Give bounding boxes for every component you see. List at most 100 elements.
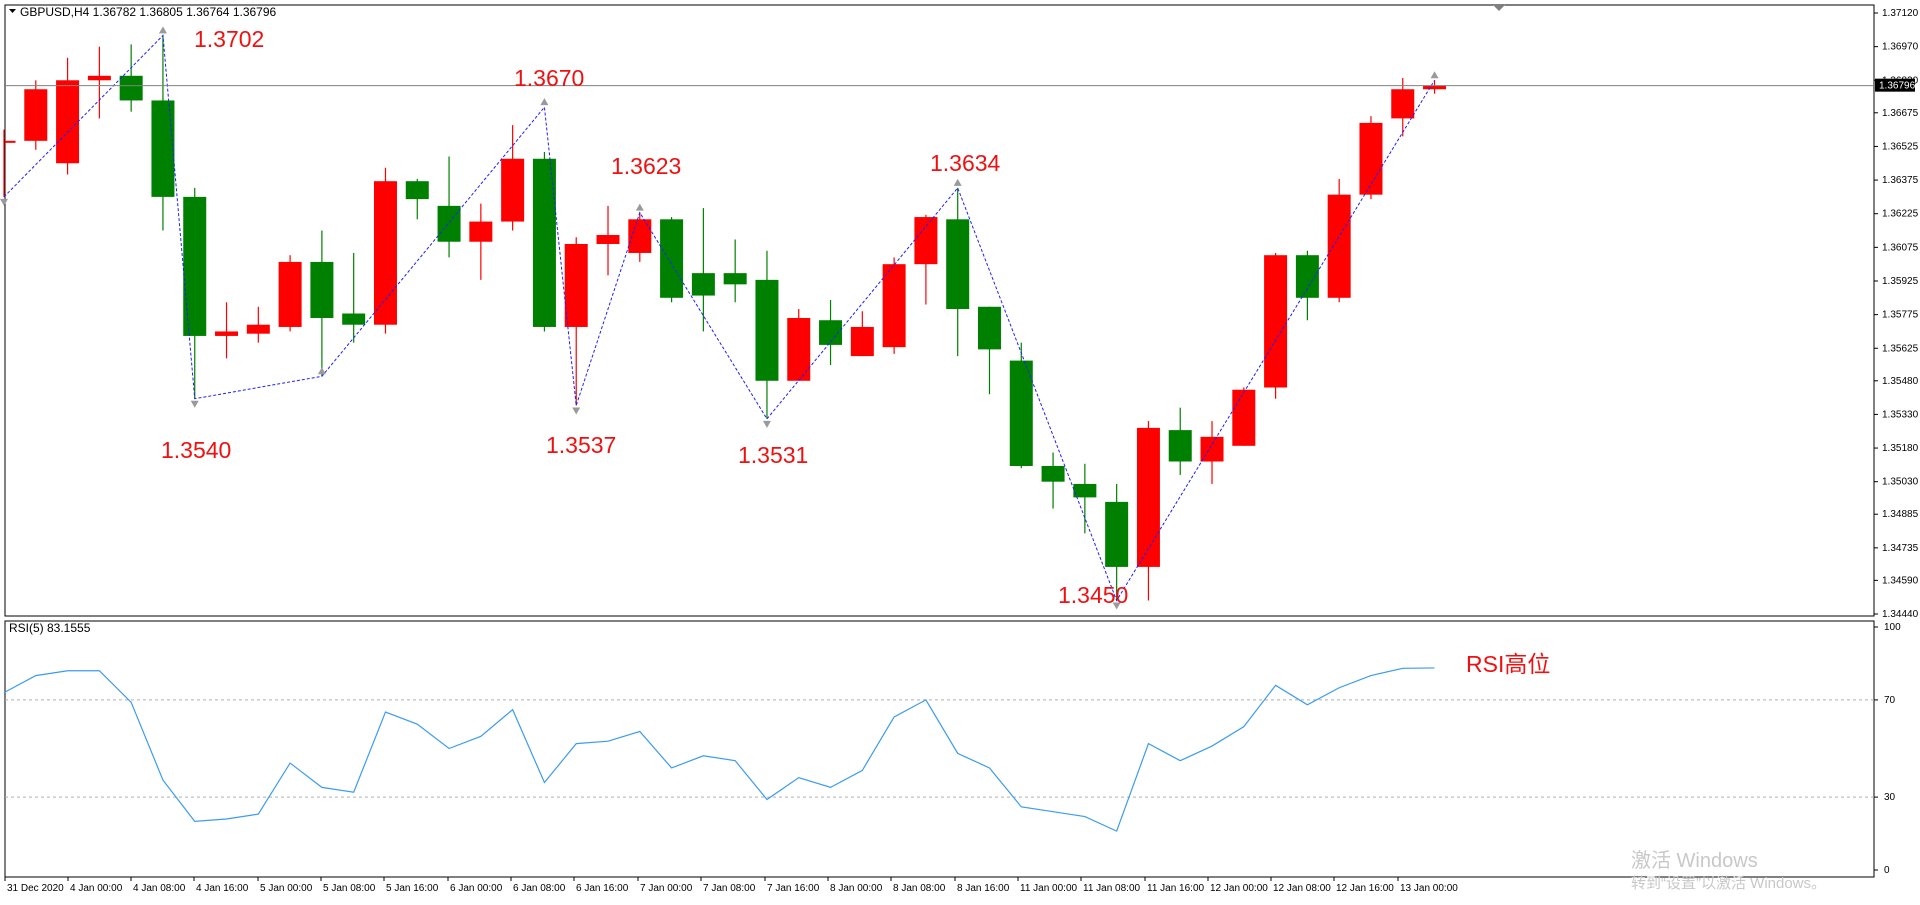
time-tick-label: 11 Jan 16:00: [1147, 883, 1205, 894]
candle[interactable]: [56, 57, 80, 175]
candle[interactable]: [501, 125, 525, 231]
candle[interactable]: [24, 80, 48, 150]
candle-body: [119, 75, 143, 101]
candle-body: [1264, 255, 1288, 388]
annotation-low-2: 1.3537: [546, 432, 616, 458]
candle-body: [5, 140, 16, 143]
candle[interactable]: [1295, 250, 1319, 321]
chart-menu-triangle-icon[interactable]: [9, 9, 16, 13]
candle-body: [691, 273, 715, 296]
time-tick-label: 6 Jan 16:00: [576, 883, 629, 894]
candle[interactable]: [151, 35, 175, 231]
candle[interactable]: [596, 205, 620, 276]
rsi-tick-label: 70: [1884, 695, 1896, 706]
price-tick-label: 1.37120: [1882, 8, 1919, 19]
candle[interactable]: [215, 302, 239, 359]
price-tick-label: 1.35925: [1882, 276, 1919, 287]
current-price-label: 1.36796: [1879, 81, 1916, 92]
candle[interactable]: [119, 44, 143, 112]
rsi-info-label: RSI(5) 83.1555: [9, 621, 91, 635]
candle[interactable]: [1391, 78, 1415, 137]
annotation-high-3: 1.3623: [611, 153, 681, 179]
candle[interactable]: [787, 309, 811, 381]
candle[interactable]: [405, 178, 429, 220]
time-tick-label: 12 Jan 00:00: [1210, 883, 1268, 894]
candle[interactable]: [373, 167, 397, 334]
candle[interactable]: [1264, 252, 1288, 399]
time-tick-label: 5 Jan 00:00: [260, 883, 313, 894]
candle[interactable]: [469, 203, 493, 280]
candle[interactable]: [850, 311, 874, 357]
time-axis: 31 Dec 2020 4 Jan 00:00 4 Jan 08:00 4 Jan 1…: [4, 877, 1458, 894]
time-tick-label: 12 Jan 16:00: [1336, 883, 1394, 894]
watermark-line-2: 转到“设置”以激活 Windows。: [1631, 875, 1826, 892]
price-axis: 1.371201.369701.368201.366751.365251.363…: [1874, 8, 1919, 620]
candle[interactable]: [882, 257, 906, 354]
time-tick-label: 6 Jan 00:00: [450, 883, 503, 894]
candle[interactable]: [755, 250, 779, 419]
candle[interactable]: [660, 217, 684, 303]
candle[interactable]: [723, 239, 747, 303]
time-tick-label: 7 Jan 08:00: [703, 883, 756, 894]
candle-body: [1009, 360, 1033, 466]
candle[interactable]: [564, 237, 588, 406]
candle[interactable]: [946, 187, 970, 357]
rsi-series-line: [3, 667, 1435, 832]
rsi-panel-frame: [4, 620, 1875, 878]
swing-high-marker: [540, 98, 549, 106]
current-price-box: [1875, 78, 1915, 92]
candle[interactable]: [437, 156, 461, 258]
price-tick-label: 1.35180: [1882, 443, 1919, 454]
candle[interactable]: [1041, 452, 1065, 509]
candle[interactable]: [977, 306, 1001, 395]
price-tick-label: 1.36970: [1882, 42, 1919, 53]
time-tick-label: 6 Jan 08:00: [513, 883, 566, 894]
annotation-low-3: 1.3531: [738, 442, 808, 468]
candle[interactable]: [1105, 483, 1129, 601]
candle[interactable]: [1073, 463, 1097, 534]
chart-shift-marker-icon[interactable]: [1493, 5, 1505, 11]
price-tick-label: 1.36375: [1882, 175, 1919, 186]
candle[interactable]: [183, 187, 207, 399]
candle[interactable]: [3, 129, 16, 197]
candle-body: [183, 196, 207, 336]
time-tick-label: 31 Dec 2020: [7, 883, 64, 894]
candle[interactable]: [914, 214, 938, 305]
swing-low-marker: [762, 420, 771, 428]
candle[interactable]: [342, 252, 366, 343]
candle-body: [946, 219, 970, 310]
candle[interactable]: [1200, 421, 1224, 484]
candle[interactable]: [691, 208, 715, 332]
candle-body: [87, 75, 111, 81]
candle[interactable]: [628, 212, 652, 262]
candle-body: [215, 331, 239, 336]
candle[interactable]: [1168, 407, 1192, 475]
candle[interactable]: [1232, 387, 1256, 446]
candle-body: [278, 261, 302, 327]
price-tick-label: 1.35480: [1882, 376, 1919, 387]
candle[interactable]: [278, 255, 302, 332]
candle[interactable]: [1423, 80, 1447, 94]
candle[interactable]: [1136, 421, 1160, 601]
candle-body: [850, 326, 874, 357]
candle[interactable]: [819, 300, 843, 366]
time-tick-label: 11 Jan 08:00: [1083, 883, 1141, 894]
swing-low-marker: [190, 400, 199, 408]
candle[interactable]: [1327, 178, 1351, 303]
candle[interactable]: [532, 152, 556, 332]
candle-body: [56, 80, 80, 164]
annotation-high-2: 1.3670: [514, 65, 584, 91]
candle[interactable]: [87, 46, 111, 119]
time-tick-label: 12 Jan 08:00: [1273, 883, 1331, 894]
candle[interactable]: [246, 306, 270, 343]
candle[interactable]: [1359, 116, 1383, 200]
candle-body: [1168, 430, 1192, 462]
candle-body: [151, 100, 175, 197]
annotation-low-1: 1.3540: [161, 437, 231, 463]
candle[interactable]: [310, 230, 334, 377]
swing-high-marker: [953, 178, 962, 186]
candle[interactable]: [1009, 342, 1033, 469]
rsi-axis: 100 70 30 0: [1874, 622, 1901, 876]
